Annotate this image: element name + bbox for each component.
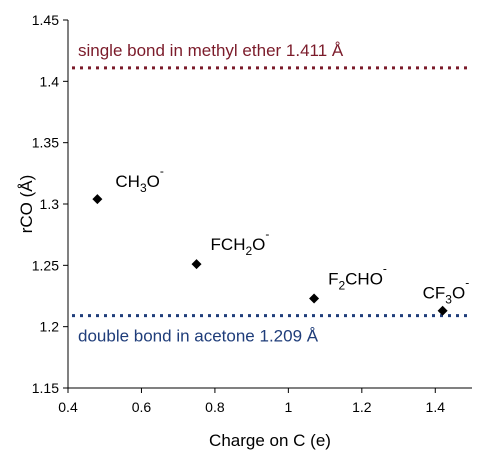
x-axis-ticks: 0.4 0.6 0.8 1 1.2 1.4 xyxy=(58,388,445,415)
y-tick-label: 1.35 xyxy=(32,135,59,151)
point-label-part: F xyxy=(328,269,338,288)
point-label-part: - xyxy=(160,164,164,178)
y-tick-label: 1.2 xyxy=(40,319,60,335)
point-label-part: O xyxy=(147,172,160,191)
x-tick-label: 1.4 xyxy=(426,399,446,415)
x-axis-title: Charge on C (e) xyxy=(209,431,331,450)
reference-line-label: single bond in methyl ether 1.411 Å xyxy=(78,41,344,60)
data-point xyxy=(309,293,320,304)
point-label-part: 2 xyxy=(338,278,345,292)
point-label-part: FCH xyxy=(211,235,246,254)
point-label-part: 2 xyxy=(245,244,252,258)
x-tick-label: 0.6 xyxy=(132,399,152,415)
data-point xyxy=(191,259,202,270)
data-points xyxy=(92,194,448,316)
reference-lines: single bond in methyl ether 1.411 Å doubl… xyxy=(72,41,468,346)
x-tick-label: 1.2 xyxy=(352,399,372,415)
point-label: CF3O- xyxy=(423,276,470,307)
y-tick-label: 1.3 xyxy=(40,196,60,212)
reference-line-label: double bond in acetone 1.209 Å xyxy=(78,327,319,346)
y-tick-label: 1.25 xyxy=(32,257,59,273)
point-label: FCH2O- xyxy=(211,227,270,258)
y-tick-label: 1.45 xyxy=(32,12,59,28)
data-point xyxy=(437,305,448,316)
y-axis-ticks: 1.15 1.2 1.25 1.3 1.35 1.4 1.45 xyxy=(32,12,68,396)
point-label-part: - xyxy=(465,276,469,290)
x-tick-label: 0.4 xyxy=(58,399,78,415)
point-label-part: - xyxy=(383,261,387,275)
point-label-part: CH xyxy=(115,172,140,191)
point-label: F2CHO- xyxy=(328,261,387,292)
point-label-part: 3 xyxy=(445,293,452,307)
point-label-part: O xyxy=(252,235,265,254)
x-tick-label: 1 xyxy=(284,399,292,415)
point-label-part: - xyxy=(265,227,269,241)
y-tick-label: 1.4 xyxy=(40,73,60,89)
point-label-part: O xyxy=(452,284,465,303)
y-axis-title: rCO (Å) xyxy=(17,175,36,234)
data-point xyxy=(92,194,103,205)
y-tick-label: 1.15 xyxy=(32,380,59,396)
x-tick-label: 0.8 xyxy=(205,399,225,415)
point-label: CH3O- xyxy=(115,164,163,195)
point-label-part: 3 xyxy=(140,181,147,195)
point-label-part: CHO xyxy=(345,269,383,288)
point-labels: CH3O-FCH2O-F2CHO-CF3O- xyxy=(115,164,469,307)
point-label-part: CF xyxy=(423,284,446,303)
